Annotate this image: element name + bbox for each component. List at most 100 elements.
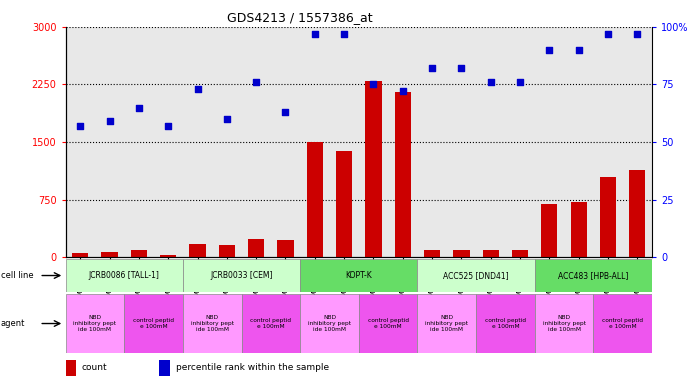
Bar bbox=[101, 252, 117, 257]
Point bbox=[544, 47, 555, 53]
Point bbox=[397, 88, 408, 94]
Bar bbox=[447, 27, 476, 257]
Point bbox=[309, 31, 320, 37]
Point bbox=[368, 81, 379, 88]
Bar bbox=[219, 245, 235, 257]
Bar bbox=[506, 27, 535, 257]
Bar bbox=[183, 27, 213, 257]
Text: NBD
inhibitory pept
ide 100mM: NBD inhibitory pept ide 100mM bbox=[73, 315, 117, 332]
Bar bbox=[300, 259, 417, 292]
Bar bbox=[535, 27, 564, 257]
Text: control peptid
e 100mM: control peptid e 100mM bbox=[368, 318, 408, 329]
Bar bbox=[535, 259, 652, 292]
Text: NBD
inhibitory pept
ide 100mM: NBD inhibitory pept ide 100mM bbox=[425, 315, 469, 332]
Bar bbox=[124, 294, 183, 353]
Bar bbox=[629, 170, 645, 257]
Point bbox=[573, 47, 584, 53]
Point bbox=[515, 79, 526, 85]
Bar bbox=[453, 250, 469, 257]
Point bbox=[339, 31, 350, 37]
Bar bbox=[417, 259, 535, 292]
Bar bbox=[66, 259, 183, 292]
Point bbox=[456, 65, 467, 71]
Bar bbox=[476, 27, 505, 257]
Bar bbox=[160, 255, 176, 257]
Bar bbox=[241, 27, 271, 257]
Text: KOPT-K: KOPT-K bbox=[346, 271, 372, 280]
Bar bbox=[623, 27, 652, 257]
Text: NBD
inhibitory pept
ide 100mM: NBD inhibitory pept ide 100mM bbox=[542, 315, 586, 332]
Bar bbox=[213, 27, 242, 257]
Bar bbox=[248, 239, 264, 257]
Text: cell line: cell line bbox=[1, 271, 33, 280]
Text: ACC525 [DND41]: ACC525 [DND41] bbox=[443, 271, 509, 280]
Bar bbox=[600, 177, 616, 257]
Bar bbox=[219, 245, 235, 257]
Bar bbox=[542, 204, 558, 257]
Text: NBD
inhibitory pept
ide 100mM: NBD inhibitory pept ide 100mM bbox=[190, 315, 234, 332]
Bar bbox=[336, 151, 352, 257]
Text: ACC483 [HPB-ALL]: ACC483 [HPB-ALL] bbox=[558, 271, 629, 280]
Bar bbox=[395, 92, 411, 257]
Text: JCRB0086 [TALL-1]: JCRB0086 [TALL-1] bbox=[89, 271, 159, 280]
Bar bbox=[417, 294, 476, 353]
Bar bbox=[248, 239, 264, 257]
Point bbox=[250, 79, 262, 85]
Bar bbox=[72, 253, 88, 257]
Point bbox=[485, 79, 496, 85]
Bar bbox=[483, 250, 499, 257]
Bar bbox=[424, 250, 440, 257]
Text: control peptid
e 100mM: control peptid e 100mM bbox=[133, 318, 174, 329]
Point bbox=[632, 31, 643, 37]
Bar bbox=[542, 204, 558, 257]
Bar bbox=[600, 177, 616, 257]
Bar bbox=[359, 294, 417, 353]
Bar bbox=[72, 253, 88, 257]
Bar bbox=[95, 27, 124, 257]
Bar bbox=[512, 250, 528, 257]
Bar bbox=[453, 250, 469, 257]
Text: agent: agent bbox=[1, 319, 25, 328]
Bar bbox=[366, 81, 382, 257]
Point bbox=[104, 118, 115, 124]
Bar bbox=[307, 142, 323, 257]
Bar bbox=[300, 294, 359, 353]
Point bbox=[133, 104, 144, 111]
Bar bbox=[388, 27, 417, 257]
Bar bbox=[564, 27, 593, 257]
Bar bbox=[424, 250, 440, 257]
Bar bbox=[307, 142, 323, 257]
Bar bbox=[395, 92, 411, 257]
Text: control peptid
e 100mM: control peptid e 100mM bbox=[250, 318, 291, 329]
Bar bbox=[300, 27, 330, 257]
Bar bbox=[241, 294, 300, 353]
Text: percentile rank within the sample: percentile rank within the sample bbox=[176, 363, 329, 372]
Bar bbox=[183, 259, 300, 292]
Bar bbox=[101, 252, 117, 257]
Bar bbox=[359, 27, 388, 257]
Bar bbox=[512, 250, 528, 257]
Point bbox=[221, 116, 233, 122]
Bar bbox=[66, 361, 76, 376]
Bar bbox=[190, 244, 206, 257]
Bar bbox=[131, 250, 147, 257]
Bar bbox=[417, 27, 447, 257]
Bar bbox=[571, 202, 586, 257]
Bar bbox=[277, 240, 293, 257]
Text: JCRB0033 [CEM]: JCRB0033 [CEM] bbox=[210, 271, 273, 280]
Point bbox=[163, 123, 174, 129]
Bar bbox=[277, 240, 293, 257]
Bar bbox=[66, 27, 95, 257]
Title: GDS4213 / 1557386_at: GDS4213 / 1557386_at bbox=[227, 11, 373, 24]
Text: control peptid
e 100mM: control peptid e 100mM bbox=[485, 318, 526, 329]
Bar bbox=[476, 294, 535, 353]
Text: NBD
inhibitory pept
ide 100mM: NBD inhibitory pept ide 100mM bbox=[308, 315, 351, 332]
Point bbox=[426, 65, 437, 71]
Bar bbox=[593, 294, 652, 353]
Point bbox=[280, 109, 291, 115]
Bar bbox=[124, 27, 154, 257]
Bar bbox=[629, 170, 645, 257]
Text: control peptid
e 100mM: control peptid e 100mM bbox=[602, 318, 643, 329]
Text: count: count bbox=[82, 363, 108, 372]
Bar bbox=[483, 250, 499, 257]
